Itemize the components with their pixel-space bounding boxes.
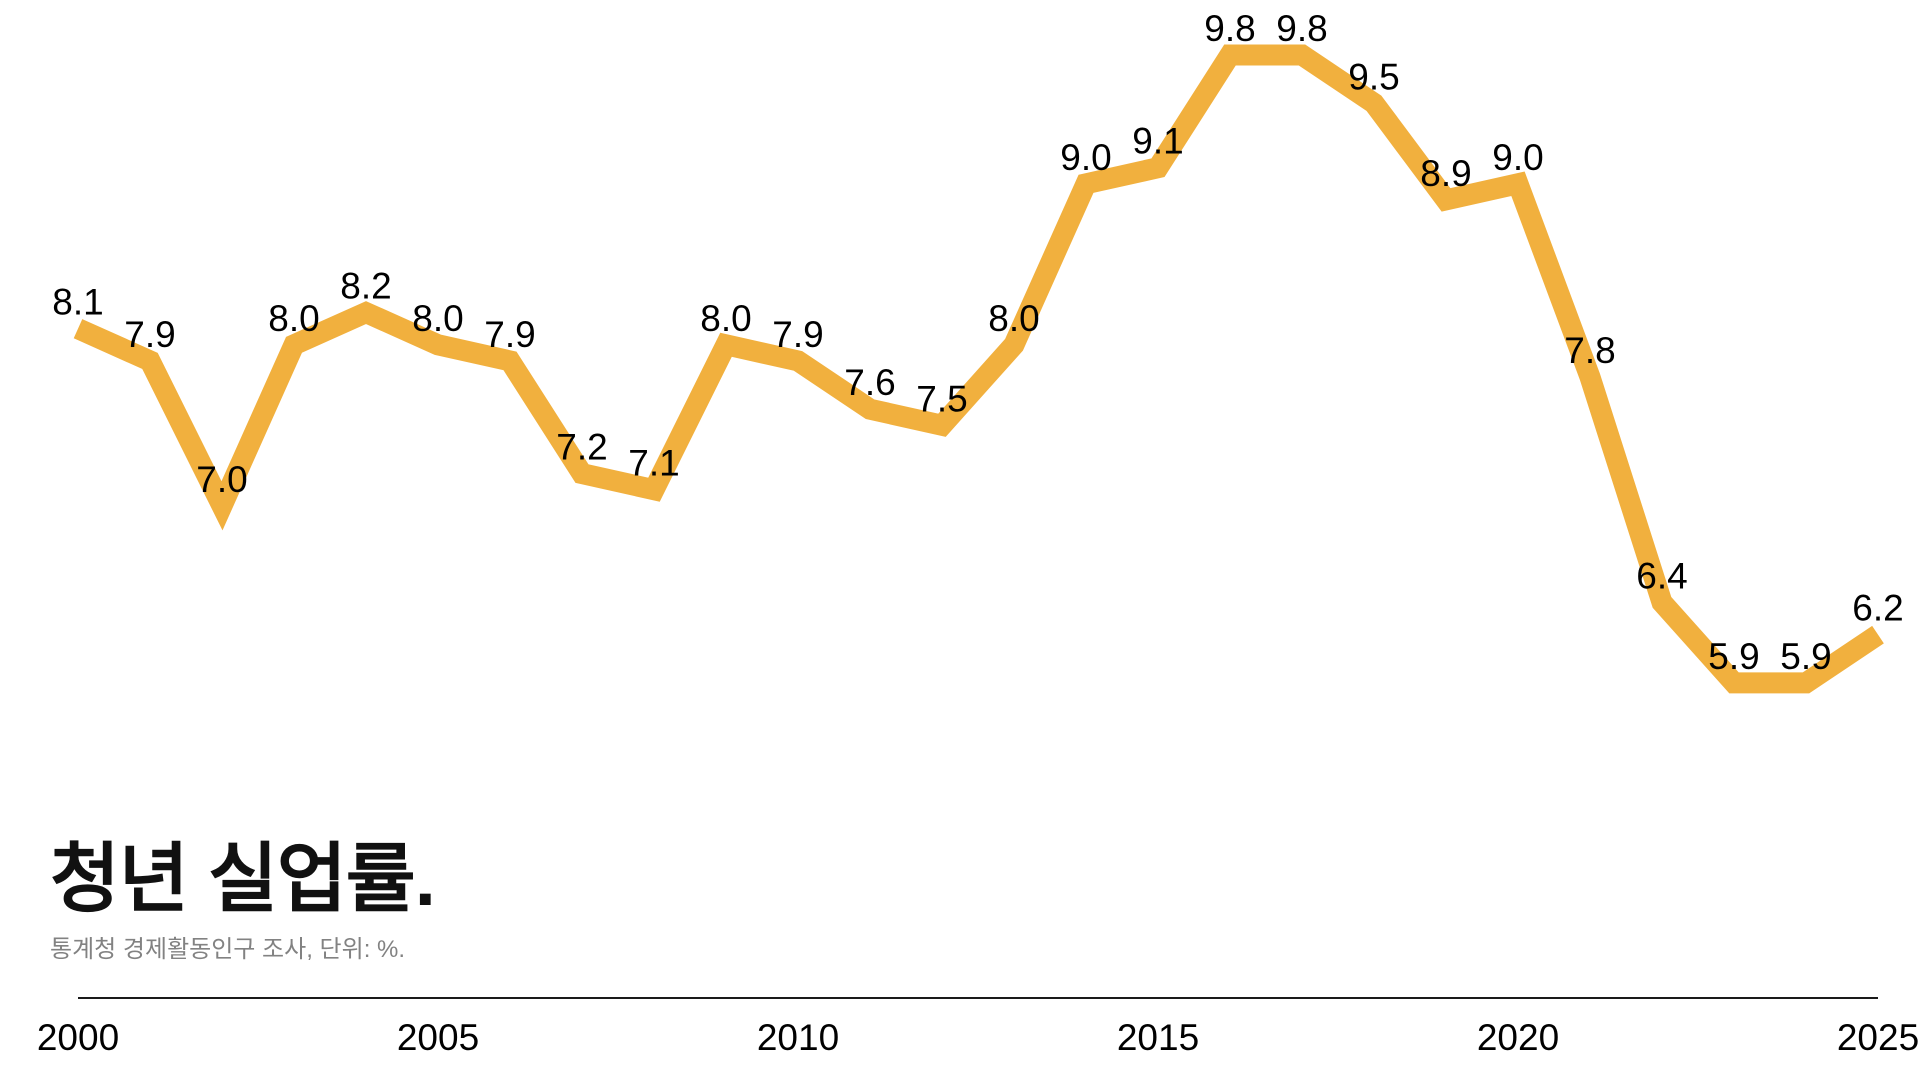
value-label: 7.9 xyxy=(772,314,823,355)
value-label: 8.0 xyxy=(700,298,751,339)
value-label: 8.0 xyxy=(412,298,463,339)
x-axis-tick-label: 2020 xyxy=(1477,1017,1559,1058)
value-label: 7.2 xyxy=(556,427,607,468)
unemployment-line xyxy=(73,44,1884,694)
value-label: 9.1 xyxy=(1132,121,1183,162)
value-label: 7.8 xyxy=(1564,330,1615,371)
value-label: 8.1 xyxy=(52,282,103,323)
value-labels-group: 8.1 7.9 7.0 8.0 8.2 8.0 7.9 7.2 7.1 8.0 7.9 7.6 7.5 8… xyxy=(52,8,1903,677)
value-label: 8.9 xyxy=(1420,153,1471,194)
value-label: 9.8 xyxy=(1204,8,1255,49)
value-label: 8.0 xyxy=(268,298,319,339)
value-label: 7.1 xyxy=(628,443,679,484)
value-label: 9.0 xyxy=(1492,137,1543,178)
x-axis-tick-label: 2010 xyxy=(757,1017,839,1058)
source-note: 통계청 경제활동인구 조사, 단위: %. xyxy=(50,935,406,963)
value-label: 9.8 xyxy=(1276,8,1327,49)
x-axis-tick-label: 2025 xyxy=(1837,1017,1919,1058)
value-label: 9.0 xyxy=(1060,137,1111,178)
value-label: 7.9 xyxy=(124,314,175,355)
value-label: 8.0 xyxy=(988,298,1039,339)
value-label: 7.6 xyxy=(844,362,895,403)
x-axis-tick-label: 2015 xyxy=(1117,1017,1199,1058)
page-title: 청년 실업률. xyxy=(50,837,436,922)
value-label: 5.9 xyxy=(1780,636,1831,677)
value-label: 5.9 xyxy=(1708,636,1759,677)
title-block: 청년 실업률. 통계청 경제활동인구 조사, 단위: %. xyxy=(50,838,950,964)
value-label: 7.5 xyxy=(916,378,967,419)
x-axis-tick-label: 2005 xyxy=(397,1017,479,1058)
value-label: 9.5 xyxy=(1348,56,1399,97)
value-label: 7.0 xyxy=(196,459,247,500)
value-label: 6.2 xyxy=(1852,588,1903,629)
series-line-group xyxy=(73,44,1884,694)
value-label: 8.2 xyxy=(340,266,391,307)
value-label: 6.4 xyxy=(1636,555,1687,596)
x-axis-group: 2000 2005 2010 2015 2020 2025 xyxy=(37,997,1919,1058)
x-axis-tick-label: 2000 xyxy=(37,1017,119,1058)
value-label: 7.9 xyxy=(484,314,535,355)
